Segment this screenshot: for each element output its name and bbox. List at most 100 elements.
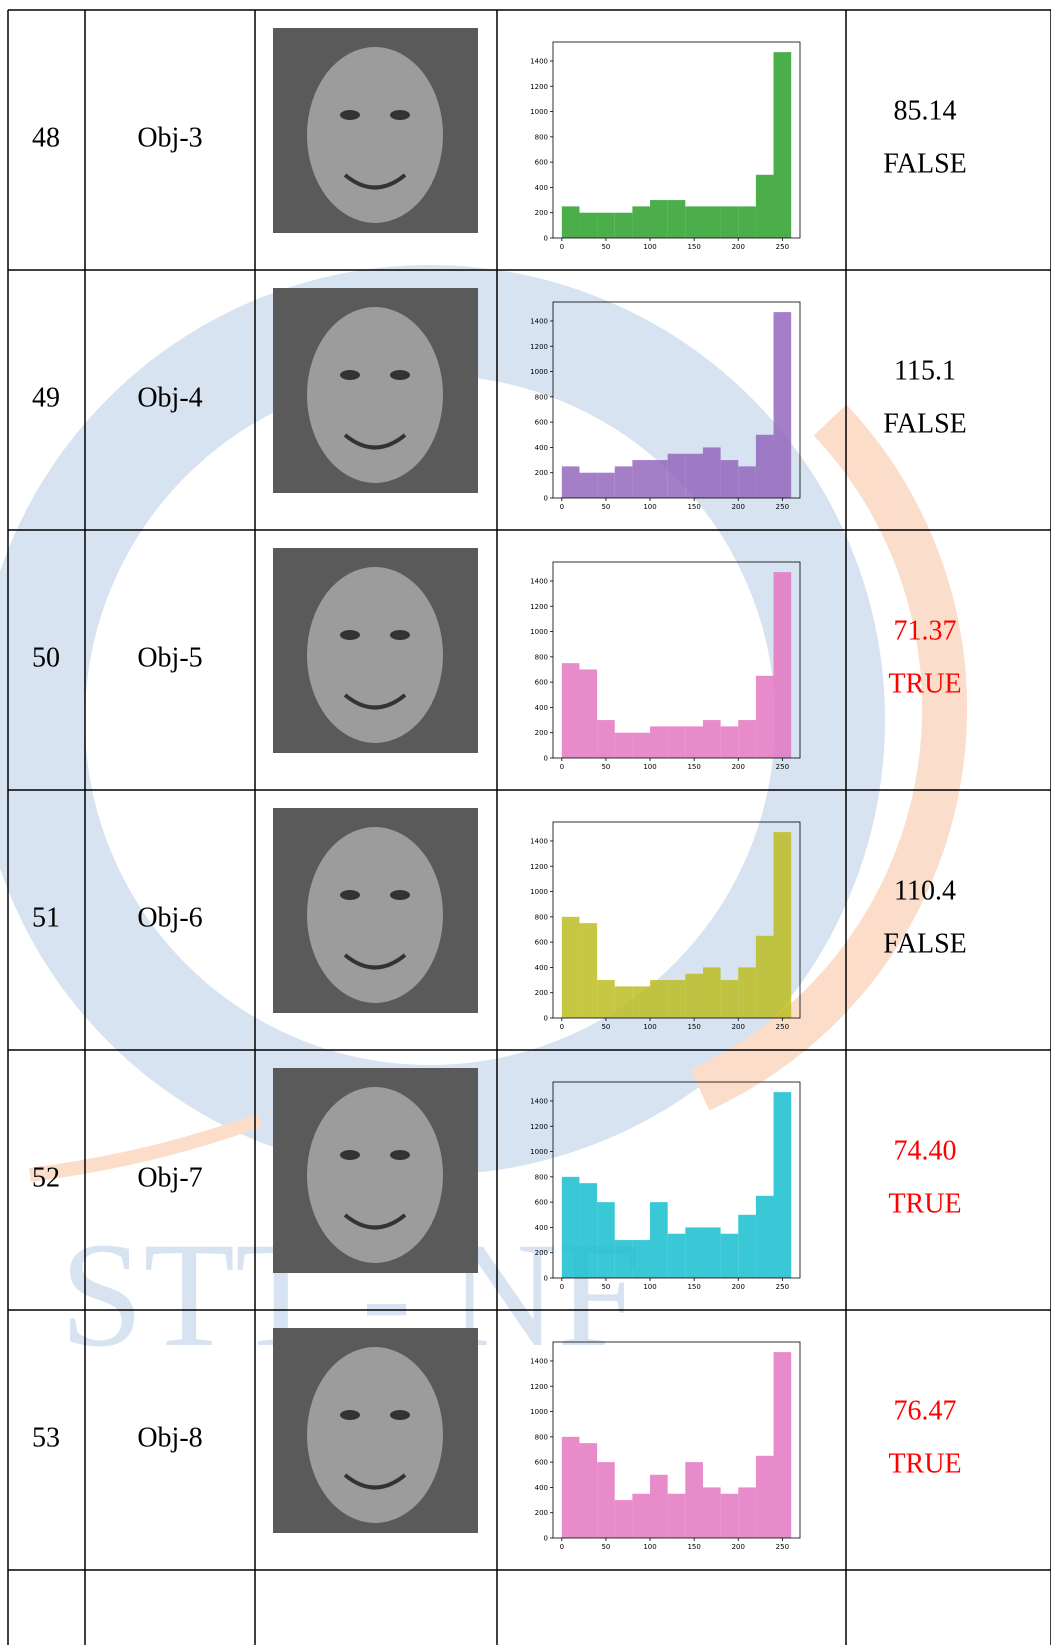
- mouth: [343, 433, 407, 450]
- histogram-bar: [685, 206, 703, 238]
- x-tick-label: 0: [560, 1023, 564, 1031]
- histogram-bar: [702, 1227, 721, 1278]
- y-tick-label: 1400: [530, 57, 548, 65]
- object-name: Obj-8: [137, 1422, 202, 1453]
- histogram-bar: [632, 986, 651, 1018]
- histogram-bar: [685, 726, 703, 758]
- histogram-bar: [702, 720, 721, 758]
- x-tick-label: 200: [732, 503, 745, 511]
- histogram-bar: [667, 1233, 686, 1278]
- y-tick-label: 400: [535, 1224, 548, 1232]
- x-tick-label: 50: [601, 1543, 610, 1551]
- watermark-swoosh: [29, 1113, 263, 1182]
- result: FALSE: [883, 928, 967, 959]
- x-tick-label: 50: [601, 763, 610, 771]
- eye: [340, 1410, 360, 1420]
- histogram-bar: [702, 967, 721, 1018]
- y-tick-label: 600: [535, 679, 548, 687]
- histogram: 0 200 400 600 800 1000 1200 1400 0 50 100 150 200 250: [530, 301, 801, 511]
- object-name: Obj-3: [137, 122, 202, 153]
- histogram-bar: [738, 1487, 756, 1538]
- table-row: 48 Obj-3 85.14 FALSE: [32, 28, 967, 233]
- mouth: [343, 1473, 407, 1490]
- score: 110.4: [894, 875, 956, 906]
- y-tick-label: 400: [535, 964, 548, 972]
- y-tick-label: 200: [535, 1249, 548, 1257]
- histogram-bar: [597, 980, 615, 1018]
- face-image: [273, 808, 478, 1013]
- y-tick-label: 600: [535, 419, 548, 427]
- histogram-bar: [579, 669, 598, 758]
- y-tick-label: 800: [535, 913, 548, 921]
- histogram-bar: [614, 986, 633, 1018]
- x-tick-label: 250: [776, 1023, 789, 1031]
- x-tick-label: 250: [776, 243, 789, 251]
- histogram-bar: [579, 472, 598, 498]
- face-shape: [307, 307, 443, 483]
- histogram: 0 200 400 600 800 1000 1200 1400 0 50 100 150 200 250: [530, 1081, 801, 1291]
- y-tick-label: 1200: [530, 603, 548, 611]
- histogram-bar: [773, 52, 792, 238]
- x-tick-label: 250: [776, 763, 789, 771]
- y-tick-label: 1400: [530, 317, 548, 325]
- histogram-bar: [755, 1455, 774, 1538]
- histogram-bar: [667, 726, 686, 758]
- eye: [390, 1410, 410, 1420]
- x-tick-label: 150: [687, 1023, 700, 1031]
- mouth: [343, 173, 407, 190]
- histogram-bar: [650, 200, 668, 238]
- x-tick-label: 150: [687, 243, 700, 251]
- y-tick-label: 600: [535, 1199, 548, 1207]
- histogram-bar: [667, 1493, 686, 1538]
- histogram: 0 200 400 600 800 1000 1200 1400 0 50 100 150 200 250: [530, 1341, 801, 1551]
- x-tick-label: 100: [643, 763, 656, 771]
- y-tick-label: 1400: [530, 837, 548, 845]
- eye: [340, 890, 360, 900]
- object-name: Obj-5: [137, 642, 202, 673]
- row-number: 48: [32, 122, 60, 153]
- y-tick-label: 0: [544, 495, 548, 503]
- face-shape: [307, 827, 443, 1003]
- score: 115.1: [894, 355, 956, 386]
- histogram-bar: [632, 1493, 651, 1538]
- histogram-bar: [720, 980, 739, 1018]
- y-tick-label: 200: [535, 209, 548, 217]
- histogram-bar: [720, 1493, 739, 1538]
- x-tick-label: 50: [601, 1023, 610, 1031]
- x-tick-label: 0: [560, 1543, 564, 1551]
- x-tick-label: 150: [687, 1543, 700, 1551]
- histogram-bar: [755, 434, 774, 498]
- histogram-bar: [597, 1202, 615, 1278]
- histogram-bar: [650, 980, 668, 1018]
- histogram-bar: [579, 923, 598, 1018]
- object-name: Obj-6: [137, 902, 202, 933]
- y-tick-label: 0: [544, 1015, 548, 1023]
- x-tick-label: 0: [560, 503, 564, 511]
- result: TRUE: [888, 668, 961, 699]
- eye: [390, 890, 410, 900]
- watermark-arc: [690, 404, 968, 1111]
- x-tick-label: 200: [732, 1023, 745, 1031]
- y-tick-label: 0: [544, 1275, 548, 1283]
- histogram-bar: [561, 1436, 580, 1538]
- y-tick-label: 1400: [530, 577, 548, 585]
- histogram-bar: [738, 720, 756, 758]
- row-number: 52: [32, 1162, 60, 1193]
- x-tick-label: 200: [732, 243, 745, 251]
- eye: [340, 630, 360, 640]
- plot-frame: [552, 1081, 801, 1279]
- histogram-bar: [614, 1500, 633, 1538]
- histogram-bar: [597, 720, 615, 758]
- table-row: 49 Obj-4 115.1 FALSE: [32, 288, 967, 493]
- score: 71.37: [894, 615, 957, 646]
- plot-frame: [552, 561, 801, 759]
- histogram-bar: [561, 206, 580, 238]
- histogram-bar: [650, 460, 668, 498]
- table-row: 53 Obj-8 76.47 TRUE: [32, 1328, 962, 1533]
- histogram-bar: [579, 1183, 598, 1278]
- plot-frame: [552, 301, 801, 499]
- face-image: [273, 548, 478, 753]
- x-tick-label: 150: [687, 503, 700, 511]
- object-name: Obj-7: [137, 1162, 202, 1193]
